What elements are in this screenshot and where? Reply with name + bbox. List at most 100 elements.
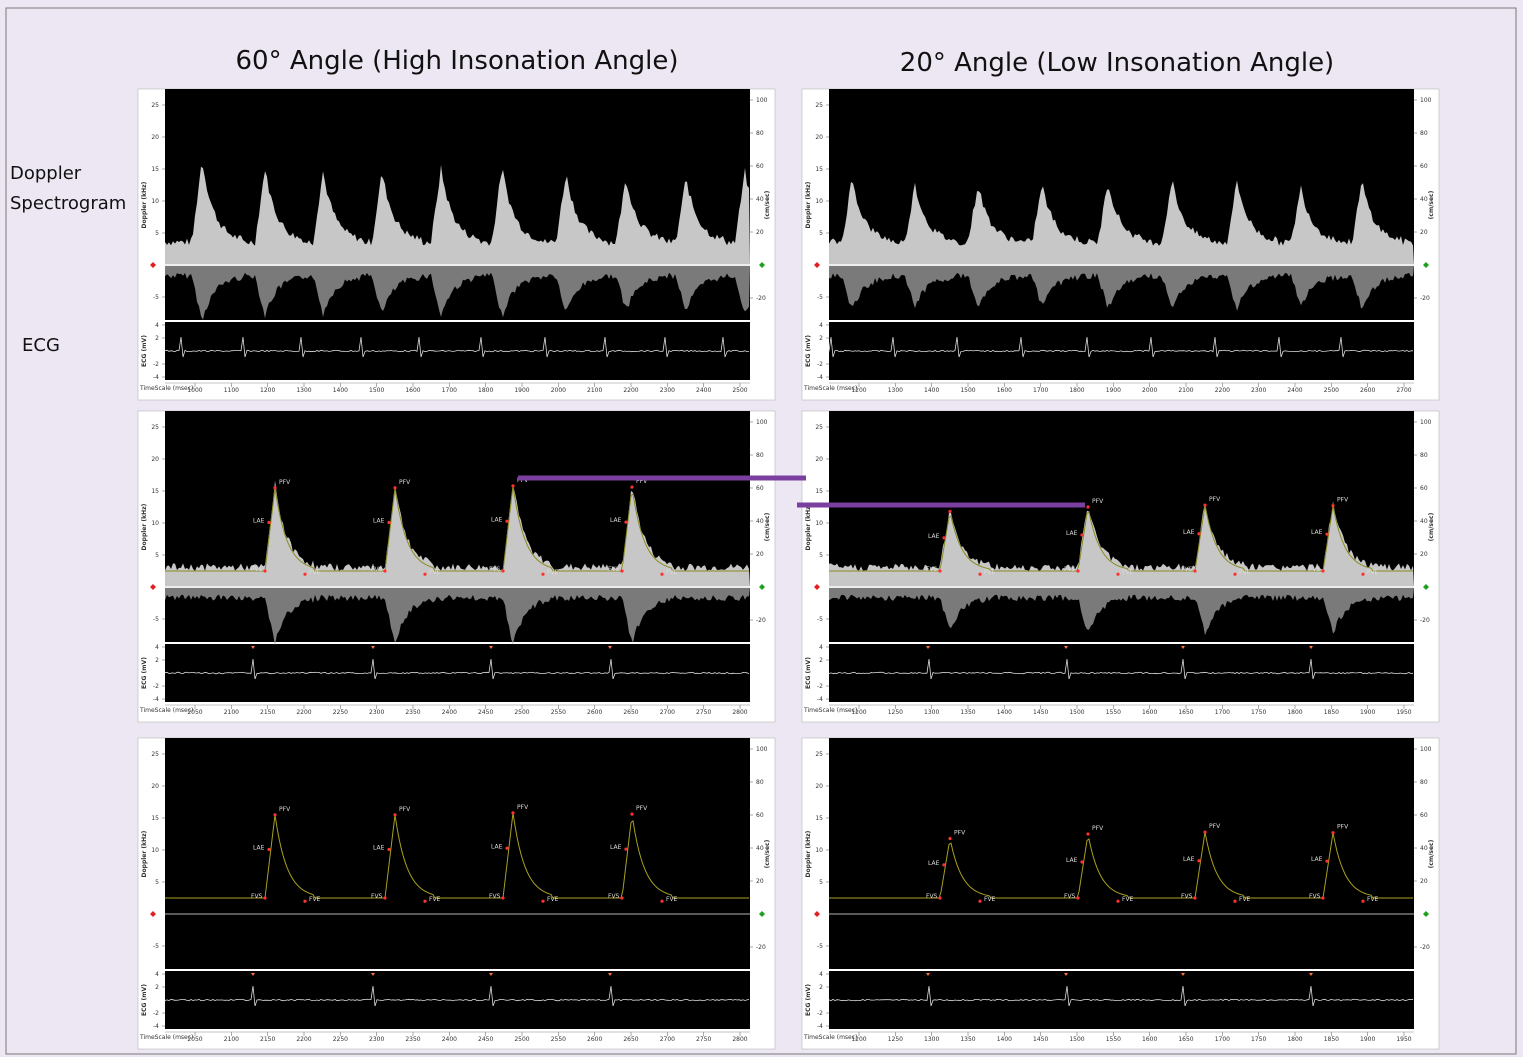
beat-marker [978, 572, 982, 576]
beat-marker [505, 846, 509, 850]
doppler-tick-label: 25 [815, 751, 823, 758]
ecg-axis-label: ECG (mV) [141, 657, 148, 689]
time-tick-label: 2550 [551, 709, 566, 716]
ecg-tick-label: 2 [819, 984, 823, 991]
beat-label: PFV [636, 478, 648, 485]
r-wave-marker [926, 646, 930, 649]
doppler-tick-label: 25 [151, 102, 159, 109]
zero-marker [150, 911, 156, 917]
doppler-tick-label: 10 [815, 847, 823, 854]
r-wave-marker [489, 646, 493, 649]
beat-label: LAE [373, 518, 385, 525]
beat-label: LAE [491, 843, 503, 850]
doppler-tick-label: 25 [815, 102, 823, 109]
time-tick-label: 1350 [960, 1036, 975, 1043]
time-tick-label: 1700 [442, 387, 457, 394]
spectrogram-reverse [829, 587, 1414, 636]
doppler-tick-label: 20 [151, 456, 159, 463]
doppler-tick-label: 15 [815, 488, 823, 495]
panel: 25 20 15 10 5 -5 100 80 60 40 20 -20 Doppler (kHz) (c… [801, 88, 1440, 401]
column-title: 60° Angle (High Insonation Angle) [236, 46, 679, 76]
beat-label: LAE [1311, 529, 1323, 536]
time-tick-label: 2100 [587, 387, 602, 394]
time-tick-label: 1200 [851, 709, 866, 716]
velocity-tick-label: 80 [1420, 452, 1428, 459]
doppler-plot [829, 738, 1414, 969]
beat-marker [1331, 504, 1335, 508]
velocity-tick-label: -20 [756, 617, 766, 624]
time-tick-label: 2500 [1324, 387, 1339, 394]
beat-label: PFV [954, 829, 966, 836]
time-tick-label: 1400 [997, 709, 1012, 716]
velocity-axis-label: (cm/sec) [764, 512, 771, 541]
beat-label: FVE [1239, 569, 1251, 576]
velocity-tick-label: 20 [1420, 551, 1428, 558]
beat-marker [1076, 896, 1080, 900]
ecg-trace [828, 985, 1414, 1007]
beat-marker [1203, 830, 1207, 834]
time-tick-label: 2800 [732, 1036, 747, 1043]
time-tick-label: 1500 [369, 387, 384, 394]
zero-marker [759, 911, 765, 917]
beat-marker [1080, 860, 1084, 864]
ecg-tick-label: 4 [819, 322, 823, 329]
ecg-trace [164, 336, 750, 358]
doppler-tick-label: 5 [819, 552, 823, 559]
time-tick-label: 1900 [1106, 387, 1121, 394]
time-tick-label: 2100 [224, 709, 239, 716]
beat-label: LAE [491, 516, 503, 523]
time-tick-label: 1200 [851, 1036, 866, 1043]
beat-label: LAE [1066, 530, 1078, 537]
beat-marker [624, 520, 628, 524]
beat-label: LAE [610, 517, 622, 524]
time-tick-label: 1800 [478, 387, 493, 394]
beat-label: FVS [1309, 893, 1321, 900]
beat-marker [1325, 859, 1329, 863]
r-wave-marker [371, 973, 375, 976]
velocity-tick-label: 60 [756, 163, 764, 170]
beat-marker [1086, 505, 1090, 509]
timescale-label: TimeScale (msec) [139, 1034, 193, 1041]
beat-label: PFV [399, 806, 411, 813]
velocity-tick-label: 100 [756, 419, 768, 426]
r-wave-marker [1181, 973, 1185, 976]
beat-marker [393, 486, 397, 490]
beat-label: FVS [1181, 893, 1193, 900]
beat-marker [423, 899, 427, 903]
beat-marker [501, 896, 505, 900]
time-tick-label: 2800 [732, 709, 747, 716]
time-tick-label: 1600 [1142, 709, 1157, 716]
velocity-axis-label: (cm/sec) [1428, 190, 1435, 219]
beat-label: LAE [253, 518, 265, 525]
doppler-tick-label: -5 [817, 943, 823, 950]
time-tick-label: 2500 [732, 387, 747, 394]
ecg-trace [828, 336, 1413, 358]
r-wave-marker [489, 973, 493, 976]
time-tick-label: 2700 [660, 709, 675, 716]
ecg-tick-label: -2 [817, 1010, 823, 1017]
ecg-tick-label: 4 [819, 644, 823, 651]
doppler-tick-label: 15 [151, 815, 159, 822]
doppler-tick-label: 10 [815, 520, 823, 527]
beat-label: PFV [1209, 823, 1221, 830]
beat-marker [630, 485, 634, 489]
beat-label: FVE [1367, 569, 1379, 576]
doppler-tick-label: 25 [151, 424, 159, 431]
beat-label: FVS [1064, 893, 1076, 900]
zero-marker [1423, 584, 1429, 590]
timescale-label: TimeScale (msec) [803, 707, 857, 714]
time-tick-label: 1900 [1360, 709, 1375, 716]
beat-label: FVS [251, 893, 263, 900]
beat-marker [620, 569, 624, 573]
velocity-tick-label: 60 [756, 812, 764, 819]
beat-marker [1233, 572, 1237, 576]
beat-label: LAE [1311, 856, 1323, 863]
time-tick-label: 2700 [660, 1036, 675, 1043]
doppler-tick-label: 10 [815, 198, 823, 205]
ecg-tick-label: 2 [155, 657, 159, 664]
panel: 25 20 15 10 5 -5 100 80 60 40 20 -20 Doppler (kHz) (c… [137, 88, 776, 401]
beat-label: FVS [1181, 566, 1193, 573]
beat-marker [1116, 572, 1120, 576]
time-tick-label: 2750 [696, 709, 711, 716]
velocity-tick-label: 40 [756, 196, 764, 203]
